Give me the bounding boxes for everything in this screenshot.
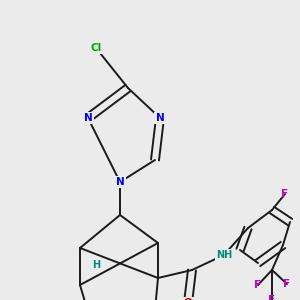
Text: F: F bbox=[281, 189, 289, 199]
Text: N: N bbox=[116, 177, 124, 187]
Text: N: N bbox=[84, 113, 92, 123]
Text: N: N bbox=[156, 113, 164, 123]
Text: F: F bbox=[284, 279, 291, 289]
Text: Cl: Cl bbox=[90, 43, 102, 53]
Text: F: F bbox=[254, 280, 262, 290]
Text: O: O bbox=[184, 298, 192, 300]
Text: H: H bbox=[92, 260, 100, 270]
Text: NH: NH bbox=[216, 250, 232, 260]
Text: F: F bbox=[268, 295, 276, 300]
